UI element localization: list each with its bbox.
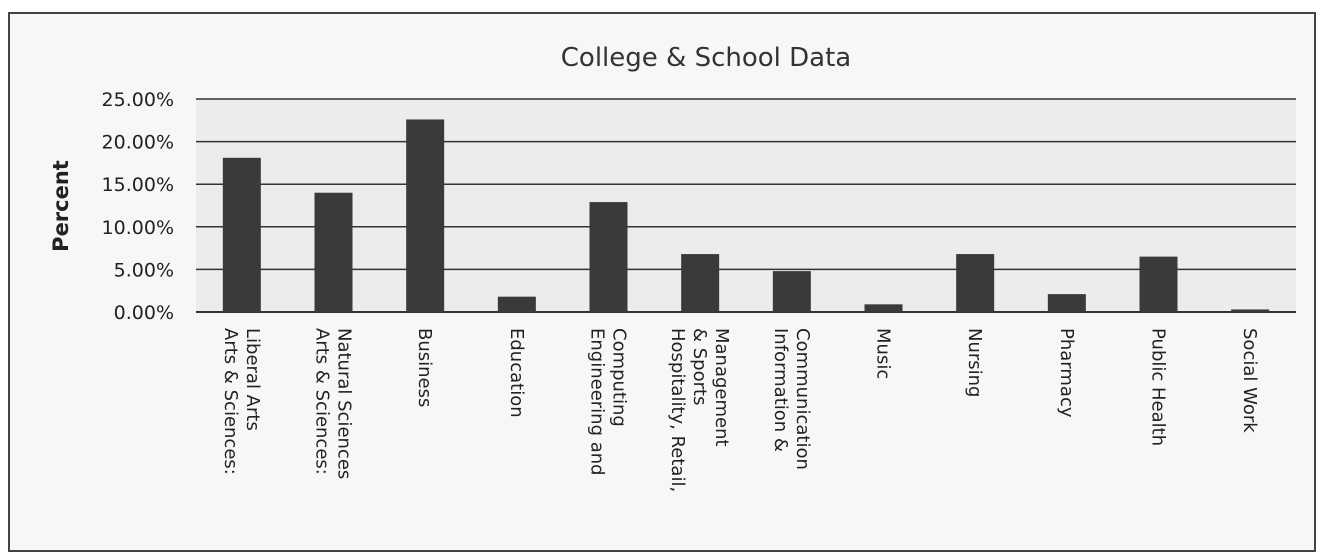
x-tick-label: Public Health: [1148, 328, 1169, 446]
x-tick-label: Arts & Sciences: Natural Sciences: [312, 328, 355, 479]
bar: [1047, 294, 1086, 312]
y-tick-label: 5.00%: [114, 259, 174, 281]
x-tick-label-line: Information &: [770, 328, 791, 452]
x-tick-label-line: Natural Sciences: [334, 328, 355, 479]
bar: [314, 192, 353, 312]
x-tick-label-line: Business: [414, 328, 435, 407]
x-tick-label: Hospitality, Retail, & Sports Management: [667, 328, 732, 492]
x-tick-label-line: Arts & Sciences:: [220, 328, 241, 475]
bar: [406, 119, 445, 312]
x-tick-label-line: Public Health: [1148, 328, 1169, 446]
y-tick-label: 10.00%: [102, 217, 174, 239]
x-tick-label: Arts & Sciences: Liberal Arts: [220, 328, 263, 475]
bar: [497, 296, 536, 312]
x-tick-label-line: Arts & Sciences:: [312, 328, 333, 475]
x-tick-label: Engineering and Computing: [587, 328, 630, 476]
x-tick-label: Music: [873, 328, 894, 379]
bar: [1231, 309, 1270, 312]
plot-background: [196, 99, 1296, 312]
y-tick-label: 15.00%: [102, 174, 174, 196]
x-tick-label-line: Education: [506, 328, 527, 418]
x-tick-label: Social Work: [1239, 328, 1260, 433]
x-tick-label: Business: [414, 328, 435, 407]
y-axis-label: Percent: [49, 160, 73, 252]
x-tick-label-line: Nursing: [964, 328, 985, 398]
x-tick-label: Nursing: [964, 328, 985, 398]
bar: [681, 254, 720, 312]
bar: [772, 271, 811, 312]
x-tick-label-line: Pharmacy: [1056, 328, 1077, 418]
bar: [864, 304, 903, 312]
bar: [1139, 256, 1178, 312]
x-tick-label-line: Computing: [609, 328, 630, 427]
x-tick-label-line: & Sports: [689, 328, 710, 405]
x-tick-label-line: Liberal Arts: [242, 328, 263, 431]
x-tick-label-line: Management: [711, 328, 732, 447]
x-tick-label: Pharmacy: [1056, 328, 1077, 418]
x-tick-label: Education: [506, 328, 527, 418]
plot-area: 0.00% 5.00% 10.00% 15.00% 20.00% 25.00% Arts &…: [102, 89, 1296, 492]
y-tick-label: 20.00%: [102, 132, 174, 154]
y-tick-label: 25.00%: [102, 89, 174, 111]
x-tick-label-line: Hospitality, Retail,: [667, 328, 688, 492]
x-tick-label-line: Social Work: [1239, 328, 1260, 433]
chart-title: College & School Data: [561, 43, 851, 73]
bar: [956, 254, 995, 312]
bar: [222, 157, 261, 312]
x-tick-label-line: Communication: [792, 328, 813, 470]
y-tick-label: 0.00%: [114, 302, 174, 324]
x-tick-label-line: Engineering and: [587, 328, 608, 476]
bar: [589, 202, 628, 312]
x-tick-label: Information & Communication: [770, 328, 813, 470]
x-tick-label-line: Music: [873, 328, 894, 379]
